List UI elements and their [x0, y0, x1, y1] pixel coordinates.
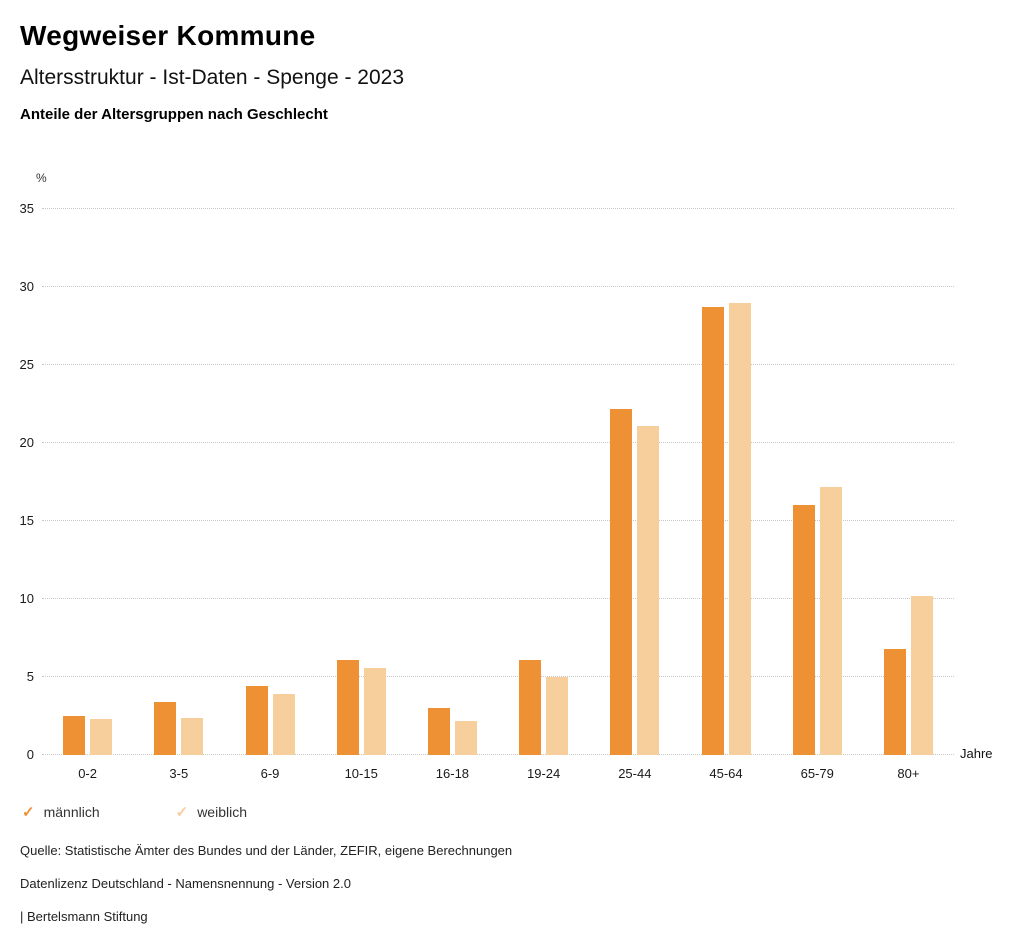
bar-männlich-0-2[interactable] — [63, 716, 86, 755]
gridline-0 — [42, 754, 954, 755]
plot-area — [42, 208, 954, 755]
y-tick-label-10: 10 — [19, 591, 34, 606]
bar-group-16-18 — [407, 209, 498, 755]
bar-group-3-5 — [133, 209, 224, 755]
bar-weiblich-10-15[interactable] — [363, 667, 386, 755]
y-tick-label-20: 20 — [19, 435, 34, 450]
y-tick-label-25: 25 — [19, 357, 34, 372]
x-tick-label-65-79: 65-79 — [800, 766, 834, 781]
bar-männlich-45-64[interactable] — [701, 307, 724, 755]
gridline-5 — [42, 676, 954, 677]
x-tick-label-0-2: 0-2 — [78, 766, 97, 781]
x-axis-unit-label: Jahre — [960, 746, 993, 761]
app-title: Wegweiser Kommune — [20, 20, 316, 51]
bar-pair — [792, 209, 842, 755]
gridline-35 — [42, 208, 954, 209]
footer: Quelle: Statistische Ämter des Bundes un… — [20, 843, 512, 942]
x-tick-label-16-18: 16-18 — [435, 766, 470, 781]
bar-group-45-64 — [680, 209, 771, 755]
bar-pair — [610, 209, 660, 755]
legend: ✓ männlich ✓ weiblich — [22, 803, 247, 821]
page-subtitle: Altersstruktur - Ist-Daten - Spenge - 20… — [20, 66, 404, 89]
license-note: Datenlizenz Deutschland - Namensnennung … — [20, 876, 351, 891]
gridline-10 — [42, 598, 954, 599]
gridline-25 — [42, 364, 954, 365]
x-tick-label-25-44: 25-44 — [618, 766, 652, 781]
legend-item-label: männlich — [43, 804, 100, 820]
legend-item-label: weiblich — [197, 804, 247, 820]
bar-weiblich-6-9[interactable] — [272, 694, 295, 755]
x-tick-label-19-24: 19-24 — [526, 766, 561, 781]
bar-weiblich-80+[interactable] — [910, 595, 933, 755]
x-axis-tick-labels: 0-2 3-5 6-9 10-15 16-18 19-24 25-44 45-64 65-79 8… — [42, 766, 954, 781]
bar-group-10-15 — [316, 209, 407, 755]
legend-item-weiblich[interactable]: ✓ weiblich — [176, 803, 247, 821]
bar-männlich-16-18[interactable] — [427, 708, 450, 755]
bar-group-25-44 — [589, 209, 680, 755]
bar-group-80+ — [863, 209, 954, 755]
bar-series-container — [42, 209, 954, 755]
check-icon: ✓ — [175, 804, 189, 821]
bar-weiblich-19-24[interactable] — [546, 677, 569, 755]
bar-männlich-65-79[interactable] — [792, 505, 815, 755]
y-tick-label-35: 35 — [19, 201, 34, 216]
bar-weiblich-3-5[interactable] — [181, 717, 204, 755]
bar-männlich-19-24[interactable] — [519, 659, 542, 755]
x-tick-label-45-64: 45-64 — [709, 766, 743, 781]
legend-item-maennlich[interactable]: ✓ männlich — [22, 803, 100, 821]
x-tick-label-80+: 80+ — [897, 766, 920, 781]
y-axis-unit-label: % — [36, 171, 47, 185]
bar-weiblich-65-79[interactable] — [819, 486, 842, 755]
bar-weiblich-16-18[interactable] — [454, 720, 477, 755]
gridline-30 — [42, 286, 954, 287]
bar-männlich-25-44[interactable] — [610, 408, 633, 755]
x-tick-label-3-5: 3-5 — [169, 766, 189, 781]
bar-pair — [701, 209, 751, 755]
chart-title: Anteile der Altersgruppen nach Geschlech… — [20, 106, 328, 123]
bar-pair — [519, 209, 569, 755]
bar-pair — [336, 209, 386, 755]
source-note: Quelle: Statistische Ämter des Bundes un… — [20, 843, 513, 858]
gridline-15 — [42, 520, 954, 521]
x-tick-label-10-15: 10-15 — [344, 766, 378, 781]
bar-pair — [63, 209, 113, 755]
bar-männlich-6-9[interactable] — [245, 686, 268, 755]
bar-weiblich-45-64[interactable] — [728, 302, 751, 755]
y-tick-label-5: 5 — [26, 669, 34, 684]
bar-männlich-10-15[interactable] — [336, 659, 359, 755]
bar-pair — [154, 209, 204, 755]
bar-group-19-24 — [498, 209, 589, 755]
y-tick-label-15: 15 — [19, 513, 34, 528]
bar-pair — [427, 209, 477, 755]
bar-group-6-9 — [224, 209, 315, 755]
bar-group-65-79 — [772, 209, 863, 755]
bar-männlich-80+[interactable] — [883, 648, 906, 755]
bar-group-0-2 — [42, 209, 133, 755]
y-tick-label-30: 30 — [19, 279, 34, 294]
bar-pair — [883, 209, 933, 755]
gridline-20 — [42, 442, 954, 443]
x-tick-label-6-9: 6-9 — [260, 766, 280, 781]
bar-weiblich-0-2[interactable] — [90, 719, 113, 755]
y-axis-tick-labels: 0 5 10 15 20 25 30 35 — [0, 201, 36, 762]
bar-weiblich-25-44[interactable] — [637, 425, 660, 755]
bar-pair — [245, 209, 295, 755]
y-tick-label-0: 0 — [26, 747, 34, 762]
check-icon: ✓ — [22, 804, 35, 821]
attribution-note: | Bertelsmann Stiftung — [20, 909, 148, 924]
bar-männlich-3-5[interactable] — [154, 701, 177, 755]
